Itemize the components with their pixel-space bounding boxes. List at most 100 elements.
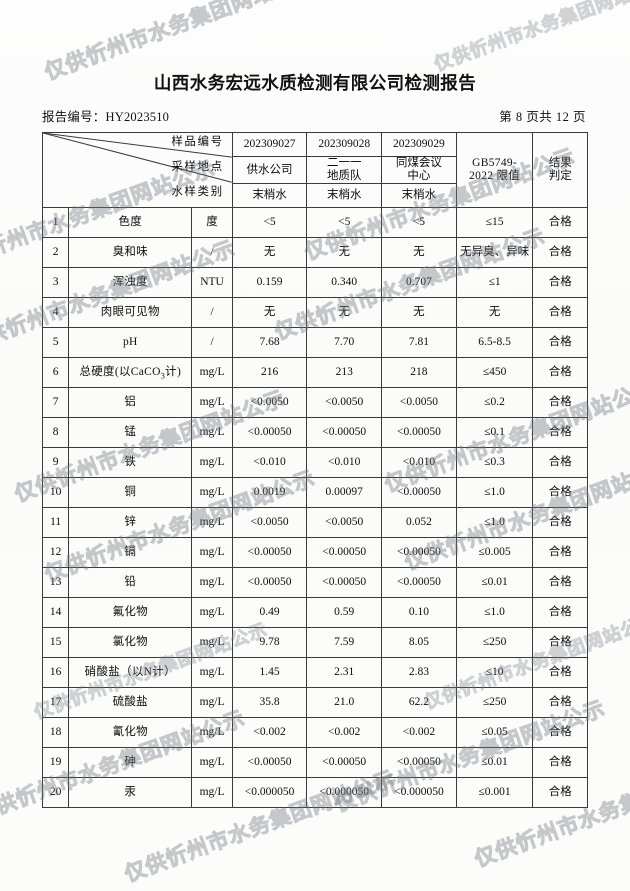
row-limit: ≤0.005 xyxy=(455,537,534,569)
row-value-sample2: <0.000050 xyxy=(306,777,383,809)
header-corner-cell: 样品编号 采样地点 水样类别 xyxy=(42,131,233,209)
row-index: 17 xyxy=(41,687,70,719)
row-item-name: 锰 xyxy=(68,417,193,449)
row-result: 合格 xyxy=(532,627,588,659)
row-value-sample1: 9.78 xyxy=(231,627,308,659)
row-limit: ≤1.0 xyxy=(455,597,534,629)
row-value-sample2: <0.00050 xyxy=(306,537,383,569)
row-value-sample3: 无 xyxy=(381,297,457,329)
sampling-site-2-line2: 地质队 xyxy=(326,170,362,183)
row-unit: / xyxy=(191,237,233,269)
row-result: 合格 xyxy=(532,237,588,269)
row-limit: ≤0.01 xyxy=(455,747,534,779)
row-value-sample1: <0.0050 xyxy=(231,387,308,419)
row-unit: mg/L xyxy=(191,747,233,779)
row-unit: mg/L xyxy=(191,387,233,419)
table-row: 11 锌 mg/L <0.0050 <0.0050 0.052 ≤1.0 合格 xyxy=(41,507,588,539)
page-title: 山西水务宏远水质检测有限公司检测报告 xyxy=(153,74,477,94)
row-index: 11 xyxy=(41,507,70,539)
row-index: 20 xyxy=(41,777,70,809)
row-value-sample2: <0.00050 xyxy=(306,567,383,599)
row-index: 7 xyxy=(41,387,70,419)
row-item-name: 铜 xyxy=(68,477,193,509)
row-index: 4 xyxy=(41,297,70,329)
row-value-sample2: 无 xyxy=(306,297,383,329)
row-value-sample3: 0.707 xyxy=(381,267,457,299)
table-row: 1 色度度 <5 <5 <5 ≤15 合格 xyxy=(41,207,588,239)
table-row: 15 氯化物 mg/L 9.78 7.59 8.05 ≤250 合格 xyxy=(41,627,588,659)
row-value-sample1: <0.002 xyxy=(231,717,308,749)
row-value-sample2: 无 xyxy=(306,237,383,269)
row-unit: mg/L xyxy=(191,777,233,809)
row-index: 18 xyxy=(41,717,70,749)
row-result: 合格 xyxy=(532,537,588,569)
row-limit: ≤0.05 xyxy=(455,717,534,749)
row-item-name: 氯化物 xyxy=(68,627,193,659)
row-limit: ≤250 xyxy=(455,627,534,659)
sampling-site-1: 供水公司 xyxy=(231,155,308,185)
sampling-site-3-line1: 同煤会议 xyxy=(395,157,442,169)
row-value-sample1: <0.00050 xyxy=(231,537,308,569)
row-unit: mg/L xyxy=(191,537,233,569)
row-index: 5 xyxy=(41,327,70,359)
sampling-site-2-line1: 二一一 xyxy=(326,157,362,169)
row-value-sample2: 213 xyxy=(306,357,383,389)
table-row: 13 铅 mg/L <0.00050 <0.00050 <0.00050 ≤0.01 合格 xyxy=(41,567,588,599)
limit-header-line2: 2022 限值 xyxy=(469,170,521,183)
row-result: 合格 xyxy=(532,447,588,479)
table-row: 9 铁 mg/L <0.010 <0.010 <0.010 ≤0.3 合格 xyxy=(41,447,588,479)
row-unit: mg/L xyxy=(191,447,233,479)
row-index: 14 xyxy=(41,597,70,629)
sample-no-2: 202309028 xyxy=(306,132,383,157)
row-unit: mg/L xyxy=(191,657,233,689)
row-limit: ≤1 xyxy=(455,267,534,299)
result-header: 结果 判定 xyxy=(532,131,588,209)
row-unit: mg/L xyxy=(191,357,233,389)
row-value-sample2: 0.59 xyxy=(306,597,383,629)
row-unit: / xyxy=(191,327,233,359)
row-result: 合格 xyxy=(532,597,588,629)
row-limit: ≤0.3 xyxy=(455,447,534,479)
table-row: 19 砷 mg/L <0.00050 <0.00050 <0.00050 ≤0.01 合格 xyxy=(41,747,588,779)
row-item-name: 色度 xyxy=(68,207,193,239)
row-value-sample2: 2.31 xyxy=(306,657,383,689)
table-header-row-water-type: 末梢水 末梢水 末梢水 xyxy=(43,183,588,209)
row-value-sample3: <0.00050 xyxy=(381,537,457,569)
table-row: 3 浑浊度 NTU 0.159 0.340 0.707 ≤1 合格 xyxy=(41,267,588,299)
row-item-name: 铅 xyxy=(68,567,193,599)
row-item-name: 锌 xyxy=(68,507,193,539)
row-result: 合格 xyxy=(532,297,588,329)
row-item-name: 砷 xyxy=(68,747,193,779)
table-row: 12 镉 mg/L <0.00050 <0.00050 <0.00050 ≤0.005 合格 xyxy=(41,537,588,569)
row-value-sample2: <0.0050 xyxy=(306,507,383,539)
sample-no-1: 202309027 xyxy=(231,132,308,157)
row-unit: / xyxy=(191,297,233,329)
table-row: 5 pH/7.68 7.70 7.81 6.5-8.5 合格 xyxy=(41,327,588,359)
table-row: 8 锰 mg/L <0.00050 <0.00050 <0.00050 ≤0.1 合格 xyxy=(41,417,588,449)
row-unit: NTU xyxy=(191,267,233,299)
table-row: 14 氟化物 mg/L 0.49 0.59 0.10 ≤1.0 合格 xyxy=(41,597,588,629)
row-value-sample1: 216 xyxy=(231,357,308,389)
row-limit: 6.5-8.5 xyxy=(455,327,534,359)
row-item-name: 浑浊度 xyxy=(68,267,193,299)
water-type-2: 末梢水 xyxy=(306,183,383,209)
row-result: 合格 xyxy=(532,657,588,689)
sampling-site-3: 同煤会议 中心 xyxy=(381,155,457,185)
row-item-name: 硫酸盐 xyxy=(68,687,193,719)
row-value-sample3: 2.83 xyxy=(381,657,457,689)
row-item-name: 铁 xyxy=(68,447,193,479)
row-limit: 无 xyxy=(455,297,534,329)
result-header-line2: 判定 xyxy=(548,170,572,183)
row-unit: mg/L xyxy=(191,477,233,509)
row-unit: 度 xyxy=(191,207,233,239)
row-index: 10 xyxy=(41,477,70,509)
row-item-name: 汞 xyxy=(68,777,193,809)
row-value-sample1: 0.0019 xyxy=(231,477,308,509)
row-limit: ≤0.1 xyxy=(455,417,534,449)
row-value-sample3: 8.05 xyxy=(381,627,457,659)
row-limit: ≤450 xyxy=(455,357,534,389)
row-index: 19 xyxy=(41,747,70,779)
row-value-sample1: <0.00050 xyxy=(231,747,308,779)
row-value-sample2: 7.59 xyxy=(306,627,383,659)
row-result: 合格 xyxy=(532,327,588,359)
